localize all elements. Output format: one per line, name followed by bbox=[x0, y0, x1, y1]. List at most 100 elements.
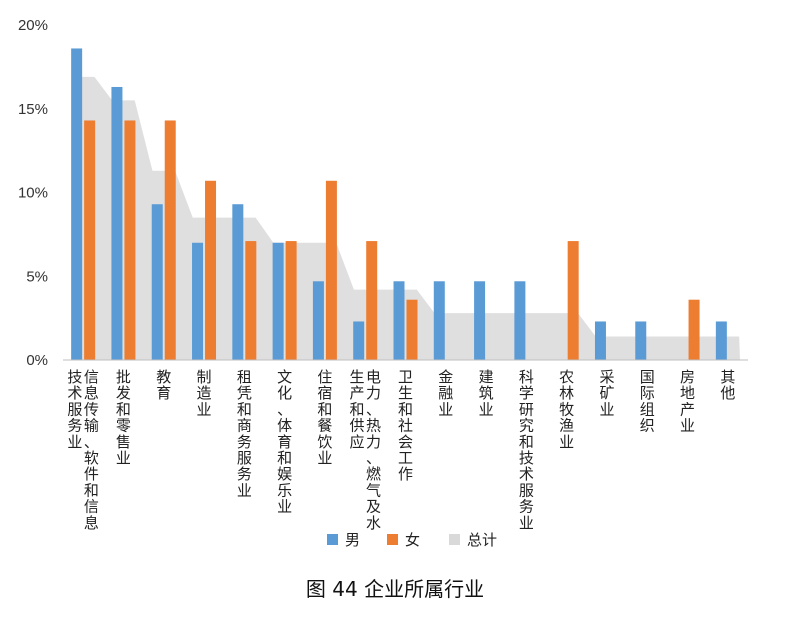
bar-female bbox=[567, 241, 579, 360]
svg-text:育: 育 bbox=[156, 384, 171, 402]
y-tick-label: 0% bbox=[26, 352, 48, 369]
svg-text:业: 业 bbox=[67, 433, 82, 451]
svg-text:和: 和 bbox=[317, 400, 332, 418]
svg-text:和: 和 bbox=[349, 400, 364, 418]
bar-male bbox=[312, 281, 324, 360]
svg-text:矿: 矿 bbox=[599, 384, 614, 402]
svg-text:科: 科 bbox=[519, 368, 534, 386]
svg-text:金: 金 bbox=[438, 368, 453, 386]
svg-text:制: 制 bbox=[197, 368, 212, 386]
svg-text:牧: 牧 bbox=[559, 400, 574, 418]
svg-text:、: 、 bbox=[366, 449, 381, 467]
bar-male bbox=[272, 242, 284, 360]
svg-text:息: 息 bbox=[84, 514, 99, 532]
svg-text:业: 业 bbox=[559, 433, 574, 451]
svg-text:信: 信 bbox=[84, 498, 99, 516]
category-label: 制造业制造业 bbox=[197, 368, 212, 418]
category-label: 住宿和餐饮业住宿和餐饮业 bbox=[317, 368, 332, 467]
svg-text:乐: 乐 bbox=[277, 481, 292, 499]
category-label: 金融业金融业 bbox=[438, 368, 453, 418]
svg-text:批: 批 bbox=[116, 368, 131, 386]
category-label: 国际组织国际组织 bbox=[640, 368, 655, 435]
svg-text:业: 业 bbox=[519, 514, 534, 532]
bar-male bbox=[192, 242, 204, 360]
svg-text:筑: 筑 bbox=[479, 384, 494, 402]
svg-text:饮: 饮 bbox=[317, 433, 332, 451]
svg-text:织: 织 bbox=[640, 417, 655, 435]
legend-label: 总计 bbox=[467, 531, 497, 549]
bar-female bbox=[84, 120, 96, 360]
svg-text:娱: 娱 bbox=[277, 465, 292, 483]
svg-text:生: 生 bbox=[349, 368, 364, 386]
svg-text:国: 国 bbox=[640, 368, 655, 386]
svg-text:造: 造 bbox=[197, 384, 212, 402]
svg-text:应: 应 bbox=[349, 433, 364, 451]
category-labels: 信息传输、软件和信息技术服务业信息传输、软件和信息技术服务业批发和零售业批发和零… bbox=[67, 368, 735, 532]
svg-text:服: 服 bbox=[67, 400, 82, 418]
svg-text:传: 传 bbox=[84, 400, 99, 418]
svg-text:服: 服 bbox=[519, 481, 534, 499]
category-label: 科学研究和技术服务业科学研究和技术服务业 bbox=[519, 368, 534, 532]
svg-text:气: 气 bbox=[366, 481, 381, 499]
figure-caption: 图 44 企业所属行业 bbox=[305, 577, 485, 601]
bar-male bbox=[393, 281, 405, 360]
svg-text:和: 和 bbox=[519, 433, 534, 451]
svg-text:宿: 宿 bbox=[317, 384, 332, 402]
bar-male bbox=[514, 281, 526, 360]
svg-text:组: 组 bbox=[640, 400, 655, 418]
svg-text:供: 供 bbox=[349, 417, 364, 435]
svg-text:凭: 凭 bbox=[237, 384, 252, 402]
category-label: 建筑业建筑业 bbox=[479, 368, 494, 418]
svg-text:业: 业 bbox=[479, 400, 494, 418]
svg-text:育: 育 bbox=[277, 433, 292, 451]
svg-text:商: 商 bbox=[237, 417, 252, 435]
svg-text:业: 业 bbox=[599, 400, 614, 418]
svg-text:力: 力 bbox=[366, 384, 381, 402]
svg-text:卫: 卫 bbox=[398, 368, 413, 386]
svg-text:业: 业 bbox=[438, 400, 453, 418]
svg-text:文: 文 bbox=[277, 368, 292, 386]
svg-text:地: 地 bbox=[680, 384, 695, 402]
svg-text:建: 建 bbox=[479, 368, 494, 386]
svg-text:软: 软 bbox=[84, 449, 99, 467]
bar-male bbox=[353, 321, 365, 360]
category-label: 其他其他 bbox=[720, 368, 735, 402]
y-tick-label: 5% bbox=[26, 268, 48, 285]
svg-text:林: 林 bbox=[559, 384, 574, 402]
svg-text:产: 产 bbox=[680, 400, 695, 418]
svg-text:教: 教 bbox=[156, 368, 171, 386]
category-label: 农林牧渔业农林牧渔业 bbox=[559, 368, 574, 451]
svg-text:、: 、 bbox=[366, 400, 381, 418]
svg-text:件: 件 bbox=[84, 465, 99, 483]
svg-text:术: 术 bbox=[67, 384, 82, 402]
chart: 0%5%10%15%20% 信息传输、软件和信息技术服务业信息传输、软件和信息技… bbox=[18, 17, 748, 549]
bar-male bbox=[635, 321, 647, 360]
svg-text:售: 售 bbox=[116, 433, 131, 451]
category-label: 批发和零售业批发和零售业 bbox=[116, 368, 131, 467]
bar-female bbox=[205, 180, 217, 360]
bar-female bbox=[245, 241, 257, 360]
legend-swatch bbox=[387, 534, 398, 545]
bar-female bbox=[406, 299, 418, 360]
svg-text:产: 产 bbox=[349, 384, 364, 402]
svg-text:社: 社 bbox=[398, 417, 413, 435]
bar-female bbox=[325, 180, 337, 360]
svg-text:际: 际 bbox=[640, 384, 655, 402]
y-tick-label: 20% bbox=[18, 17, 48, 34]
svg-text:业: 业 bbox=[277, 498, 292, 516]
svg-text:水: 水 bbox=[366, 514, 381, 532]
svg-text:技: 技 bbox=[519, 449, 534, 467]
svg-text:输: 输 bbox=[84, 417, 99, 435]
svg-text:和: 和 bbox=[277, 449, 292, 467]
category-label: 房地产业房地产业 bbox=[680, 368, 695, 435]
svg-text:燃: 燃 bbox=[366, 465, 381, 483]
svg-text:会: 会 bbox=[398, 433, 413, 451]
svg-text:信: 信 bbox=[84, 368, 99, 386]
svg-text:渔: 渔 bbox=[559, 417, 574, 435]
category-label: 租凭和商务服务业租凭和商务服务业 bbox=[237, 368, 252, 499]
svg-text:术: 术 bbox=[519, 465, 534, 483]
svg-text:工: 工 bbox=[398, 449, 413, 467]
legend-swatch bbox=[449, 534, 460, 545]
